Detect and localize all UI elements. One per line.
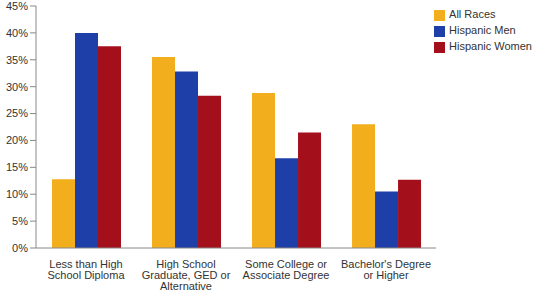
svg-text:Less than HighSchool Diploma: Less than HighSchool Diploma (47, 258, 125, 281)
svg-text:15%: 15% (8, 161, 28, 173)
svg-text:30%: 30% (8, 81, 28, 93)
html-text:Hispanic Women: Hispanic Women (449, 40, 532, 52)
svg-text:High SchoolGraduate, GED orAlt: High SchoolGraduate, GED orAlternative (142, 258, 231, 290)
svg-text:10%: 10% (8, 188, 28, 200)
svg-text:40%: 40% (8, 27, 28, 39)
svg-text:20%: 20% (8, 134, 28, 146)
svg-text:35%: 35% (8, 54, 28, 66)
svg-text:45%: 45% (8, 0, 28, 12)
svg-text:0%: 0% (12, 242, 28, 254)
svg-text:Some College orAssociate Degre: Some College orAssociate Degree (243, 258, 330, 281)
html-text:Hispanic Men: Hispanic Men (449, 24, 516, 36)
html-text:All Races: All Races (449, 8, 496, 20)
svg-text:5%: 5% (12, 215, 28, 227)
svg-text:Bachelor's Degreeor Higher: Bachelor's Degreeor Higher (341, 258, 431, 281)
svg-text:25%: 25% (8, 107, 28, 119)
